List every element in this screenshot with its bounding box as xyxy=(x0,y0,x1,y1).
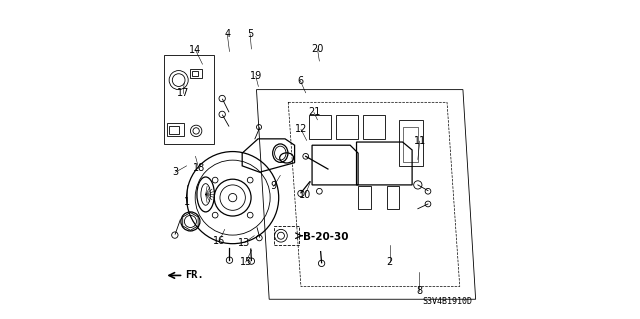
Bar xyxy=(274,226,299,245)
Text: 15: 15 xyxy=(239,257,252,267)
Text: 11: 11 xyxy=(413,136,426,146)
Text: 6: 6 xyxy=(297,76,303,86)
Text: 4: 4 xyxy=(224,29,230,39)
Bar xyxy=(399,120,423,166)
Text: 12: 12 xyxy=(295,124,307,134)
Text: 20: 20 xyxy=(311,44,324,54)
Bar xyxy=(191,69,202,78)
Bar xyxy=(403,127,417,162)
Text: 1: 1 xyxy=(184,197,190,207)
Text: 13: 13 xyxy=(238,238,250,248)
Bar xyxy=(167,123,184,136)
Text: 16: 16 xyxy=(213,236,225,246)
Text: 21: 21 xyxy=(308,108,320,117)
Text: 17: 17 xyxy=(177,88,189,99)
Text: S3V4B1910D: S3V4B1910D xyxy=(422,297,472,306)
Text: 8: 8 xyxy=(416,286,422,296)
Text: FR.: FR. xyxy=(185,270,204,280)
Bar xyxy=(169,126,179,134)
Text: 9: 9 xyxy=(271,182,276,191)
Text: 19: 19 xyxy=(250,71,262,81)
Text: 10: 10 xyxy=(299,190,311,200)
Text: B-20-30: B-20-30 xyxy=(303,232,349,242)
Text: 3: 3 xyxy=(172,167,179,177)
Text: 18: 18 xyxy=(193,163,205,174)
Bar xyxy=(164,55,214,144)
Text: 5: 5 xyxy=(247,29,253,39)
Bar xyxy=(193,71,198,76)
Text: 2: 2 xyxy=(387,257,393,267)
Text: 14: 14 xyxy=(189,45,202,55)
